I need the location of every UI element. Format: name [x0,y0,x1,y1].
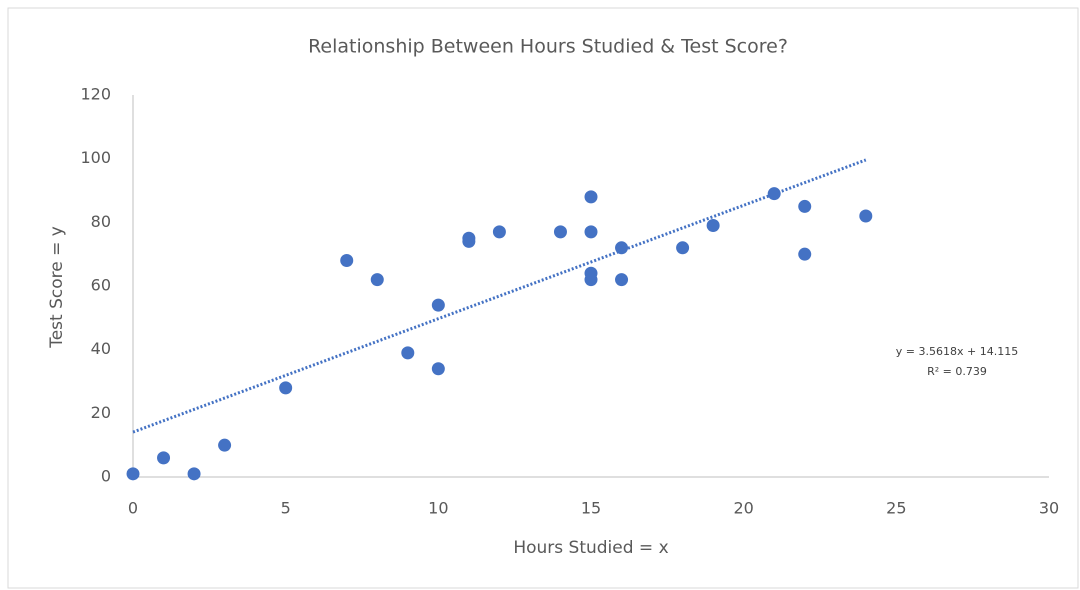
trendline-equation: y = 3.5618x + 14.115 [896,345,1018,358]
data-point [462,234,476,248]
data-point [431,362,445,376]
y-tick-label: 20 [91,403,111,422]
x-tick-label: 30 [1039,499,1059,518]
x-tick-label: 25 [886,499,906,518]
data-point [798,199,812,213]
data-point [767,187,781,201]
data-point [584,225,598,239]
data-point [401,346,415,360]
data-point [553,225,567,239]
data-point [676,241,690,255]
chart-border [7,7,1079,589]
data-point [218,438,232,452]
data-point [798,247,812,261]
data-point [706,219,720,233]
data-point [431,298,445,312]
data-point [615,273,629,287]
data-point [157,451,171,465]
x-tick-label: 10 [428,499,448,518]
data-point [370,273,384,287]
y-tick-label: 40 [91,339,111,358]
chart-title: Relationship Between Hours Studied & Tes… [308,36,788,58]
data-point [187,467,201,481]
x-tick-label: 0 [128,499,138,518]
x-tick-label: 5 [281,499,291,518]
data-point [279,381,293,395]
data-point [492,225,506,239]
y-tick-label: 100 [80,148,111,167]
data-point [859,209,873,223]
y-tick-label: 0 [101,467,111,486]
data-point [584,190,598,204]
trendline-r-squared: R² = 0.739 [927,365,987,378]
x-tick-label: 15 [581,499,601,518]
y-tick-label: 60 [91,276,111,295]
data-point [615,241,629,255]
y-tick-label: 120 [80,85,111,104]
x-tick-label: 20 [733,499,753,518]
data-point [584,273,598,287]
x-axis-label: Hours Studied = x [513,538,668,558]
y-axis-label: Test Score = y [47,226,67,349]
data-point [126,467,140,481]
y-tick-label: 80 [91,212,111,231]
data-point [340,254,354,268]
